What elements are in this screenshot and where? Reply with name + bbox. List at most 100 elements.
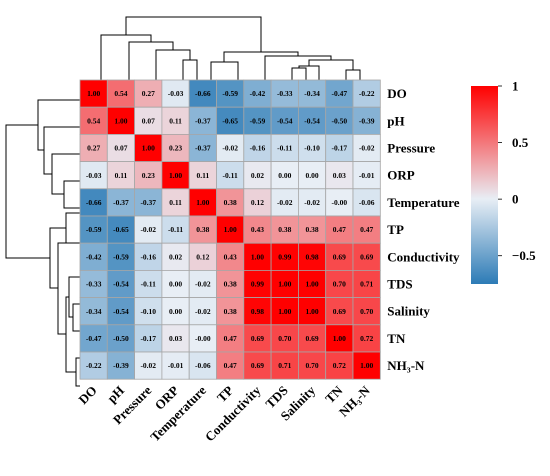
cell-value-tp-pressure: -0.02: [140, 225, 156, 234]
colorbar-ticks: 1 0.5 0 −0.5: [498, 79, 536, 263]
heatmap-cell-ph-pressure: [134, 106, 163, 135]
cell-value-tp-tn: 0.47: [333, 225, 346, 234]
heatmap-cell-do-tp: [216, 79, 245, 108]
cell-value-temperature-tn: -0.00: [332, 198, 348, 207]
cell-value-temperature-tds: -0.02: [277, 198, 293, 207]
heatmap-cell-ph-nh-n: [352, 106, 381, 135]
cell-value-temperature-nh-n: -0.06: [359, 198, 375, 207]
cell-value-pressure-conductivity: -0.16: [250, 144, 266, 153]
cell-value-nh-n-do: -0.22: [86, 361, 102, 370]
heatmap-cell-tn-tp: [216, 324, 245, 353]
cell-value-nh-n-tn: 0.72: [333, 361, 346, 370]
heatmap-cell-nh-n-temperature: [188, 351, 217, 380]
heatmap-cell-conductivity-do: [79, 242, 108, 271]
cell-value-do-conductivity: -0.42: [250, 89, 266, 98]
cell-value-pressure-tn: -0.17: [332, 144, 348, 153]
heatmap-cell-do-tn: [325, 79, 354, 108]
heatmap-cell-pressure-salinity: [297, 133, 327, 162]
cell-value-tds-tds: 1.00: [278, 280, 291, 289]
cell-value-conductivity-ph: -0.59: [113, 252, 129, 261]
cell-value-do-ph: 0.54: [114, 89, 127, 98]
colorbar-tick-label: −0.5: [512, 248, 536, 263]
cell-value-orp-tp: -0.11: [223, 171, 238, 180]
heatmap-cell-tp-salinity: [297, 215, 327, 244]
cell-value-nh-n-pressure: -0.02: [140, 361, 156, 370]
cell-value-ph-temperature: -0.37: [195, 116, 211, 125]
cell-value-tn-pressure: -0.17: [140, 334, 156, 343]
heatmap-cell-pressure-temperature: [188, 133, 217, 162]
heatmap-cell-salinity-pressure: [134, 297, 163, 326]
cell-value-orp-orp: 1.00: [169, 171, 182, 180]
heatmap-cell-temperature-conductivity: [243, 188, 272, 217]
cell-value-do-temperature: -0.66: [195, 89, 211, 98]
heatmap-cell-temperature-salinity: [297, 188, 327, 217]
cell-value-tp-tp: 1.00: [224, 225, 237, 234]
heatmap-cell-tds-conductivity: [243, 269, 272, 298]
heatmap-cell-tds-do: [79, 269, 108, 298]
heatmap-cell-values: 1.00 0.54 0.27 -0.03 -0.66 -0.59 -0.42 -0.33 -0.…: [86, 89, 375, 370]
cell-value-ph-tds: -0.54: [277, 116, 293, 125]
cell-value-pressure-tds: -0.11: [277, 144, 292, 153]
cell-value-tn-tds: 0.70: [278, 334, 291, 343]
cell-value-nh-n-conductivity: 0.69: [251, 361, 264, 370]
cell-value-ph-tp: -0.65: [222, 116, 238, 125]
heatmap-cell-orp-orp: [161, 161, 190, 190]
heatmap-cell-tds-ph: [106, 269, 136, 298]
cell-value-nh-n-tds: 0.71: [278, 361, 291, 370]
cell-value-pressure-do: 0.27: [87, 144, 100, 153]
heatmap-cell-nh-n-tds: [270, 351, 299, 380]
heatmap-cell-orp-pressure: [134, 161, 163, 190]
cell-value-conductivity-nh-n: 0.69: [360, 252, 373, 261]
cell-value-tds-nh-n: 0.71: [360, 280, 373, 289]
heatmap-cell-temperature-nh-n: [352, 188, 381, 217]
heatmap-cell-pressure-nh-n: [352, 133, 381, 162]
cell-value-salinity-temperature: -0.02: [195, 307, 211, 316]
cell-value-nh-n-nh-n: 1.00: [360, 361, 373, 370]
cell-value-tn-do: -0.47: [86, 334, 102, 343]
row-label-pressure: Pressure: [387, 141, 435, 156]
cell-value-do-do: 1.00: [87, 89, 100, 98]
row-label-orp: ORP: [387, 168, 415, 183]
cell-value-temperature-tp: 0.38: [224, 198, 237, 207]
colorbar-tick-label: 1: [512, 79, 519, 94]
cell-value-salinity-do: -0.34: [86, 307, 102, 316]
heatmap-cell-conductivity-conductivity: [243, 242, 272, 271]
cell-value-orp-temperature: 0.11: [196, 171, 209, 180]
cell-value-do-pressure: 0.27: [142, 89, 155, 98]
heatmap-cell-tp-nh-n: [352, 215, 381, 244]
heatmap-cell-pressure-do: [79, 133, 108, 162]
heatmap-cell-salinity-conductivity: [243, 297, 272, 326]
cell-value-ph-salinity: -0.54: [304, 116, 320, 125]
heatmap-cell-do-do: [79, 79, 108, 108]
heatmap-cell-ph-temperature: [188, 106, 217, 135]
cell-value-ph-ph: 1.00: [114, 116, 127, 125]
heatmap-cell-temperature-do: [79, 188, 108, 217]
cell-value-do-salinity: -0.34: [304, 89, 320, 98]
heatmap-cell-tn-orp: [161, 324, 190, 353]
heatmap-cell-conductivity-tds: [270, 242, 299, 271]
cell-value-pressure-orp: 0.23: [169, 144, 182, 153]
column-dendrogram: [100, 16, 361, 80]
row-label-ph: pH: [387, 113, 404, 128]
cell-value-conductivity-orp: 0.02: [169, 252, 182, 261]
heatmap-cell-ph-tn: [325, 106, 354, 135]
heatmap-cell-conductivity-tp: [216, 242, 245, 271]
cell-value-salinity-nh-n: 0.70: [360, 307, 373, 316]
cell-value-salinity-salinity: 1.00: [305, 307, 318, 316]
heatmap-cell-tn-nh-n: [352, 324, 381, 353]
cell-value-conductivity-tn: 0.69: [333, 252, 346, 261]
cell-value-ph-do: 0.54: [87, 116, 100, 125]
cell-value-ph-nh-n: -0.39: [359, 116, 375, 125]
cell-value-ph-conductivity: -0.59: [250, 116, 266, 125]
heatmap-cell-do-tds: [270, 79, 299, 108]
cell-value-salinity-tds: 1.00: [278, 307, 291, 316]
cell-value-do-nh-n: -0.22: [359, 89, 375, 98]
cell-value-nh-n-salinity: 0.70: [305, 361, 318, 370]
cell-value-conductivity-pressure: -0.16: [140, 252, 156, 261]
heatmap-cell-conductivity-ph: [106, 242, 136, 271]
cell-value-pressure-pressure: 1.00: [142, 144, 155, 153]
cell-value-tn-salinity: 0.69: [305, 334, 318, 343]
cell-value-tp-do: -0.59: [86, 225, 102, 234]
heatmap-cell-pressure-conductivity: [243, 133, 272, 162]
colorbar-tick-label: 0.5: [512, 135, 529, 150]
